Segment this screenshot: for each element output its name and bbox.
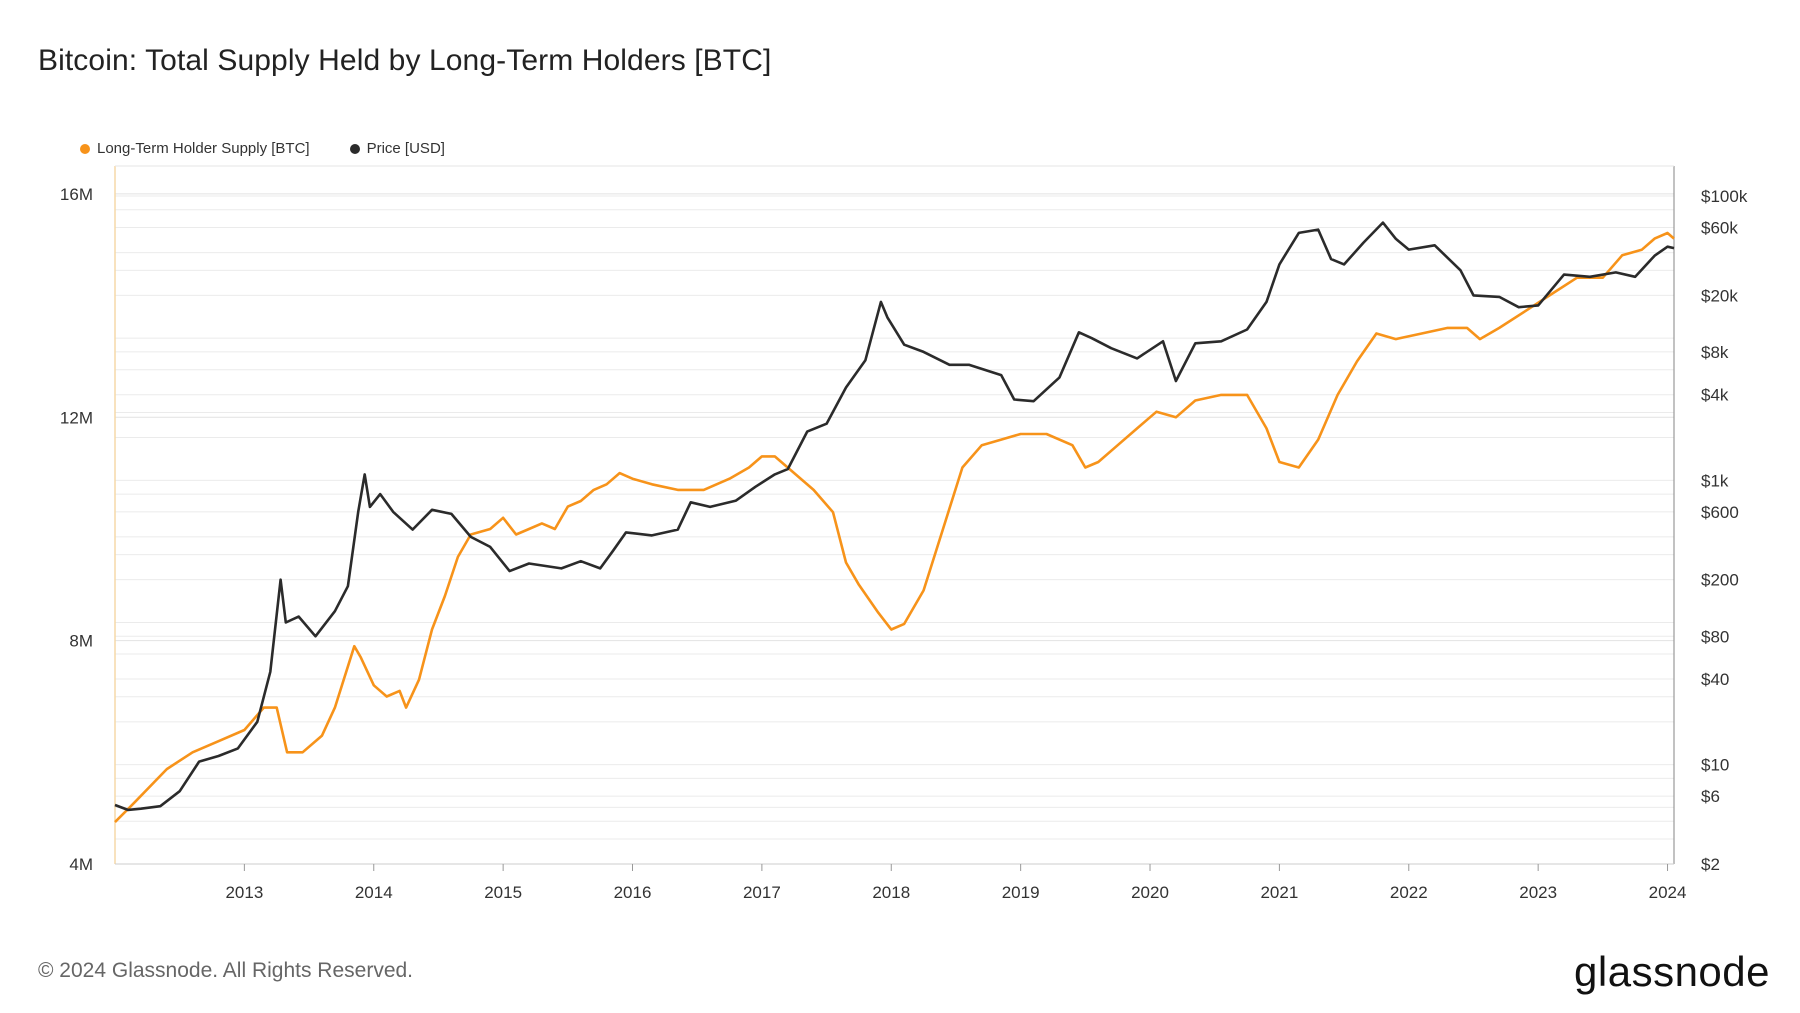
y-right-tick-label: $1k (1701, 471, 1729, 490)
legend-dot-orange-icon (80, 143, 90, 154)
legend-item-lth-supply[interactable]: Long-Term Holder Supply [BTC] (80, 140, 310, 157)
x-tick-label: 2017 (743, 883, 781, 902)
x-tick-label: 2018 (872, 883, 910, 902)
y-right-tick-label: $200 (1701, 571, 1739, 590)
x-tick-label: 2014 (355, 883, 393, 902)
y-right-tick-label: $6 (1701, 787, 1720, 806)
x-tick-label: 2019 (1002, 883, 1040, 902)
legend: Long-Term Holder Supply [BTC] Price [USD… (80, 140, 445, 157)
chart-title: Bitcoin: Total Supply Held by Long-Term … (38, 44, 772, 77)
y-left-tick-label: 4M (69, 855, 93, 874)
series-line-price (114, 221, 1675, 812)
series-lines (114, 221, 1675, 824)
grid (115, 193, 1674, 865)
x-tick-label: 2015 (484, 883, 522, 902)
y-left-tick-label: 16M (60, 185, 93, 204)
x-tick-label: 2023 (1519, 883, 1557, 902)
y-right-tick-label: $600 (1701, 503, 1739, 522)
tick-labels: 2013 2014 2015 2016 2017 2018 2019 2020 2021 2022… (60, 185, 1748, 902)
x-tick-label: 2024 (1649, 883, 1687, 902)
x-tick-label: 2021 (1260, 883, 1298, 902)
glassnode-logo[interactable]: glassnode (1574, 948, 1770, 995)
legend-label-price: Price [USD] (366, 140, 445, 157)
y-right-tick-label: $60k (1701, 219, 1738, 238)
x-tick-label: 2013 (225, 883, 263, 902)
axes (114, 165, 1675, 871)
y-right-tick-label: $20k (1701, 286, 1738, 305)
y-right-tick-label: $40 (1701, 670, 1729, 689)
y-right-tick-label: $100k (1701, 187, 1748, 206)
y-right-tick-label: $4k (1701, 386, 1729, 405)
y-right-tick-label: $80 (1701, 627, 1729, 646)
y-left-tick-label: 8M (69, 632, 93, 651)
legend-dot-dark-icon (349, 143, 360, 154)
series-line-lth-supply (114, 231, 1675, 824)
y-right-tick-label: $10 (1701, 756, 1729, 775)
x-tick-label: 2020 (1131, 883, 1169, 902)
y-left-tick-label: 12M (60, 408, 93, 427)
legend-item-price[interactable]: Price [USD] (349, 140, 445, 157)
x-tick-label: 2016 (614, 883, 652, 902)
legend-label-lth-supply: Long-Term Holder Supply [BTC] (97, 140, 310, 157)
x-tick-label: 2022 (1390, 883, 1428, 902)
y-right-tick-label: $2 (1701, 855, 1720, 874)
y-right-tick-label: $8k (1701, 343, 1729, 362)
copyright-text: © 2024 Glassnode. All Rights Reserved. (38, 959, 414, 982)
